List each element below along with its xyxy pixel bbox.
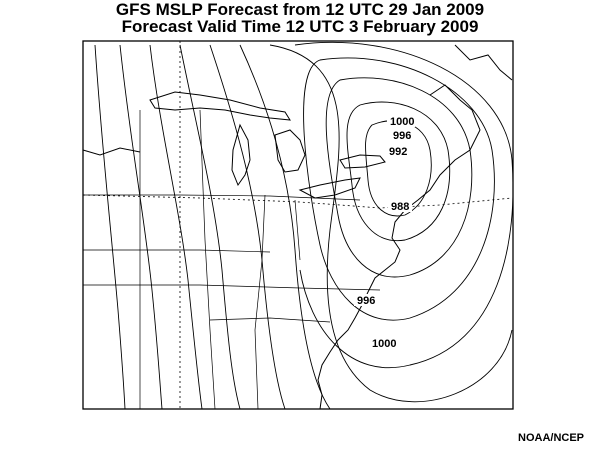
isobar-label: 1000 <box>390 116 414 128</box>
isobar-label: 1000 <box>372 338 396 350</box>
map-frame <box>82 40 514 410</box>
credit-text: NOAA/NCEP <box>518 432 585 444</box>
isobars <box>94 41 514 410</box>
isobar-label: 996 <box>357 295 375 307</box>
isobar-label: 992 <box>389 146 407 158</box>
lake-erie <box>298 177 361 199</box>
map-title: GFS MSLP Forecast from 12 UTC 29 Jan 200… <box>115 0 485 19</box>
map-subtitle: Forecast Valid Time 12 UTC 3 February 20… <box>121 17 479 36</box>
lake-huron <box>274 129 306 173</box>
lake-superior <box>149 91 291 121</box>
coastlines <box>82 44 513 410</box>
state-borders <box>83 109 381 410</box>
isobar-label: 996 <box>393 130 411 142</box>
isobar-label: 988 <box>391 201 409 213</box>
lake-michigan <box>231 123 251 187</box>
great-lakes <box>149 91 386 199</box>
lake-ontario <box>339 154 386 169</box>
